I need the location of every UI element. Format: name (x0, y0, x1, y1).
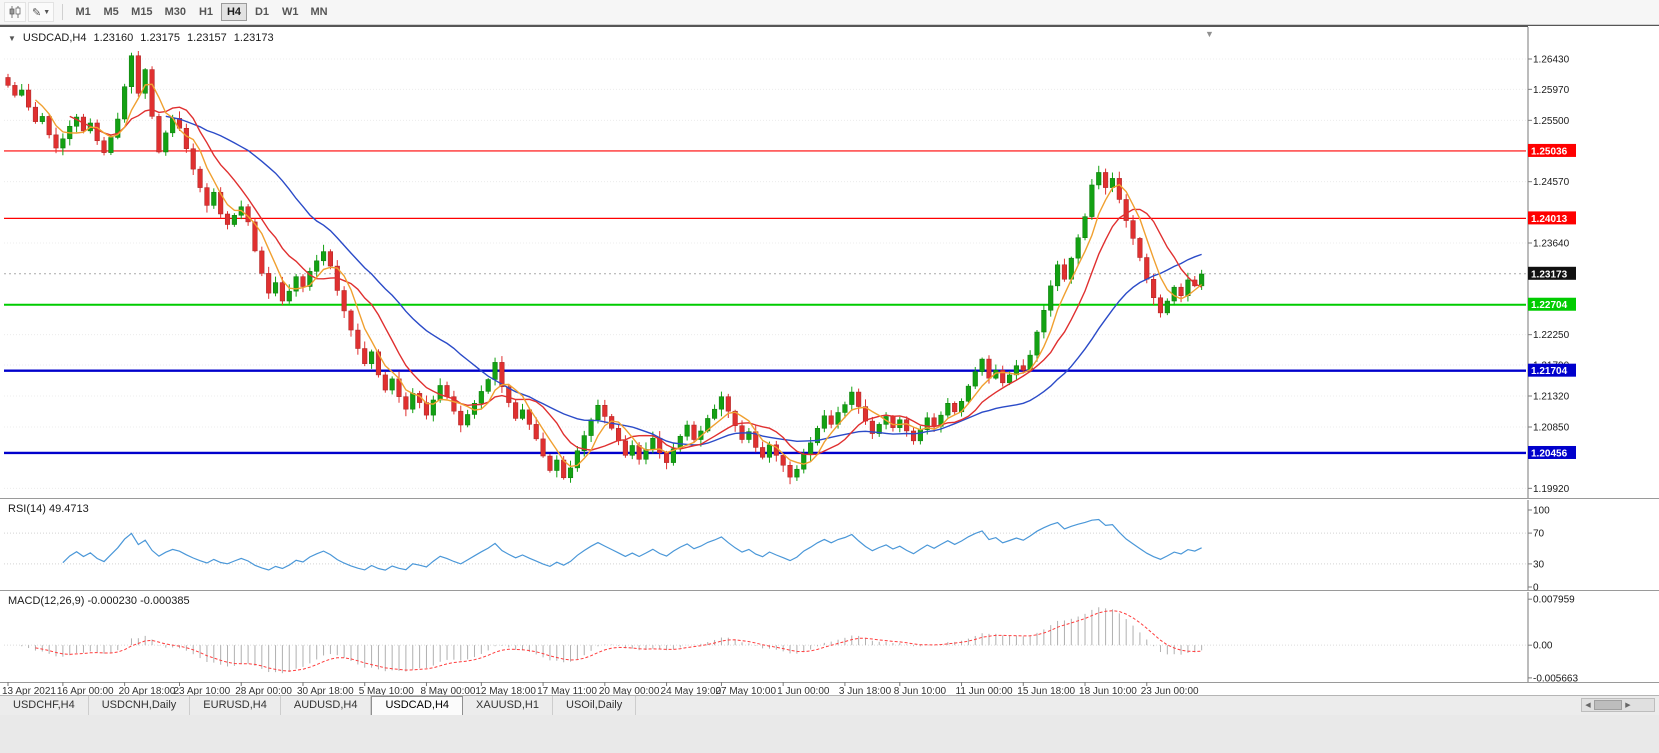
window-background (0, 715, 1659, 753)
svg-text:8 Jun 10:00: 8 Jun 10:00 (894, 686, 947, 696)
svg-text:0.00: 0.00 (1533, 641, 1553, 652)
timeframe-button-D1[interactable]: D1 (254, 6, 269, 18)
bar-close: 1.23173 (233, 32, 274, 44)
svg-text:27 May 10:00: 27 May 10:00 (715, 686, 776, 696)
drawing-tools-button[interactable]: ✎ ▼ (28, 2, 55, 22)
tab-USOil-Daily[interactable]: USOil,Daily (553, 696, 637, 715)
symbol-title: USDCAD,H4 (22, 32, 87, 44)
svg-text:1.23640: 1.23640 (1533, 239, 1570, 250)
timeframe-button-MN[interactable]: MN (310, 6, 328, 18)
bar-low: 1.23157 (187, 32, 227, 44)
svg-text:1.22704: 1.22704 (1531, 300, 1568, 311)
timeframe-button-M5[interactable]: M5 (103, 6, 119, 18)
toolbar-separator (62, 4, 64, 20)
svg-text:1.23173: 1.23173 (1531, 269, 1568, 280)
svg-text:16 Apr 00:00: 16 Apr 00:00 (57, 686, 114, 696)
timeframe-button-H1[interactable]: H1 (198, 6, 213, 18)
scroll-left-icon[interactable]: ◀ (1585, 702, 1591, 709)
tab-EURUSD-H4[interactable]: EURUSD,H4 (190, 696, 281, 715)
ma-line-mid-ma (69, 106, 1202, 456)
rsi-line (62, 518, 1202, 571)
svg-text:20 Apr 18:00: 20 Apr 18:00 (119, 686, 176, 696)
scrollbar-thumb[interactable] (1594, 700, 1622, 710)
tab-AUDUSD-H4[interactable]: AUDUSD,H4 (281, 696, 372, 715)
ma-line-slow-ma (165, 115, 1202, 446)
price-chart[interactable]: 1.26430 1.25970 1.25500 1.24570 1.23640 1.222… (0, 26, 1659, 696)
svg-text:18 Jun 10:00: 18 Jun 10:00 (1079, 686, 1137, 696)
svg-text:20 May 00:00: 20 May 00:00 (599, 686, 660, 696)
macd-indicator-label: MACD(12,26,9) -0.000230 -0.000385 (8, 595, 190, 607)
svg-text:1.21704: 1.21704 (1531, 366, 1568, 377)
svg-text:1.19920: 1.19920 (1533, 484, 1570, 495)
ohlc-header: ▼ USDCAD,H4 1.23160 1.23175 1.23157 1.23… (8, 32, 274, 44)
svg-text:11 Jun 00:00: 11 Jun 00:00 (956, 686, 1014, 696)
svg-text:-0.005663: -0.005663 (1533, 673, 1578, 684)
rsi-indicator-label: RSI(14) 49.4713 (8, 503, 89, 515)
bar-open: 1.23160 (93, 32, 134, 44)
tab-USDCAD-H4[interactable]: USDCAD,H4 (371, 696, 464, 715)
timeframe-button-W1[interactable]: W1 (281, 6, 299, 18)
timeframe-button-M15[interactable]: M15 (131, 6, 153, 18)
svg-text:12 May 18:00: 12 May 18:00 (475, 686, 536, 696)
bar-high: 1.23175 (140, 32, 181, 44)
pencil-icon: ✎ (32, 6, 42, 19)
svg-text:1.25500: 1.25500 (1533, 116, 1570, 127)
tab-USDCHF-H4[interactable]: USDCHF,H4 (0, 696, 89, 715)
timeframe-buttons: M1 M5 M15 M30 H1 H4 D1 W1 MN (69, 3, 333, 21)
svg-text:1.26430: 1.26430 (1533, 55, 1570, 66)
svg-text:100: 100 (1533, 506, 1550, 517)
macd-pane: 0.007959 0.00 -0.005663 (4, 595, 1578, 684)
svg-text:1.20850: 1.20850 (1533, 423, 1570, 434)
svg-text:24 May 19:00: 24 May 19:00 (661, 686, 722, 696)
candlestick-chart-icon (9, 6, 21, 18)
price-badges: 1.25036 1.24013 1.22704 1.21704 1.20456 1.231… (1528, 143, 1576, 459)
svg-text:30 Apr 18:00: 30 Apr 18:00 (297, 686, 354, 696)
svg-text:1.24570: 1.24570 (1533, 177, 1570, 188)
tab-USDCNH-Daily[interactable]: USDCNH,Daily (89, 696, 191, 715)
svg-text:13 Apr 2021: 13 Apr 2021 (2, 686, 56, 696)
scroll-right-icon[interactable]: ▶ (1625, 702, 1631, 709)
svg-text:1.20456: 1.20456 (1531, 448, 1568, 459)
timeframe-button-M30[interactable]: M30 (164, 6, 186, 18)
macd-signal-line (35, 610, 1202, 672)
svg-text:1.25036: 1.25036 (1531, 146, 1568, 157)
timeframe-button-M1[interactable]: M1 (75, 6, 91, 18)
svg-text:0: 0 (1533, 583, 1539, 594)
svg-text:23 Apr 10:00: 23 Apr 10:00 (174, 686, 231, 696)
svg-text:1.25970: 1.25970 (1533, 85, 1570, 96)
svg-text:15 Jun 18:00: 15 Jun 18:00 (1017, 686, 1075, 696)
ma-line-fast-ma (34, 83, 1203, 468)
svg-text:28 Apr 00:00: 28 Apr 00:00 (235, 686, 292, 696)
chart-window: 1.26430 1.25970 1.25500 1.24570 1.23640 1.222… (0, 25, 1659, 696)
chart-tabs: USDCHF,H4 USDCNH,Daily EURUSD,H4 AUDUSD,H4 U… (0, 695, 1659, 715)
tab-XAUUSD-H1[interactable]: XAUUSD,H1 (463, 696, 553, 715)
horizontal-level-lines (4, 150, 1526, 455)
time-axis: 13 Apr 2021 16 Apr 00:00 20 Apr 18:0023 Ap… (2, 682, 1199, 696)
svg-text:17 May 11:00: 17 May 11:00 (537, 686, 597, 696)
top-toolbar: ✎ ▼ M1 M5 M15 M30 H1 H4 D1 W1 MN (0, 0, 1659, 25)
svg-text:1 Jun 00:00: 1 Jun 00:00 (777, 686, 830, 696)
chart-shift-marker-icon[interactable]: ▼ (1205, 29, 1214, 39)
svg-text:1.21320: 1.21320 (1533, 392, 1570, 403)
svg-text:5 May 10:00: 5 May 10:00 (359, 686, 414, 696)
svg-text:23 Jun 00:00: 23 Jun 00:00 (1141, 686, 1199, 696)
rsi-pane: 100 70 30 0 (4, 506, 1550, 594)
candlestick-chart-button[interactable] (4, 2, 26, 22)
svg-text:1.22250: 1.22250 (1533, 330, 1570, 341)
tabbar-scrollbar[interactable]: ◀ ▶ (1581, 698, 1655, 712)
timeframe-button-H4[interactable]: H4 (220, 3, 247, 21)
chevron-down-icon: ▼ (43, 8, 51, 16)
svg-text:70: 70 (1533, 529, 1545, 540)
svg-text:0.007959: 0.007959 (1533, 595, 1575, 606)
svg-text:30: 30 (1533, 559, 1545, 570)
svg-text:3 Jun 18:00: 3 Jun 18:00 (839, 686, 892, 696)
collapse-icon[interactable]: ▼ (8, 33, 16, 43)
svg-text:1.24013: 1.24013 (1531, 214, 1568, 225)
svg-text:8 May 00:00: 8 May 00:00 (420, 686, 475, 696)
